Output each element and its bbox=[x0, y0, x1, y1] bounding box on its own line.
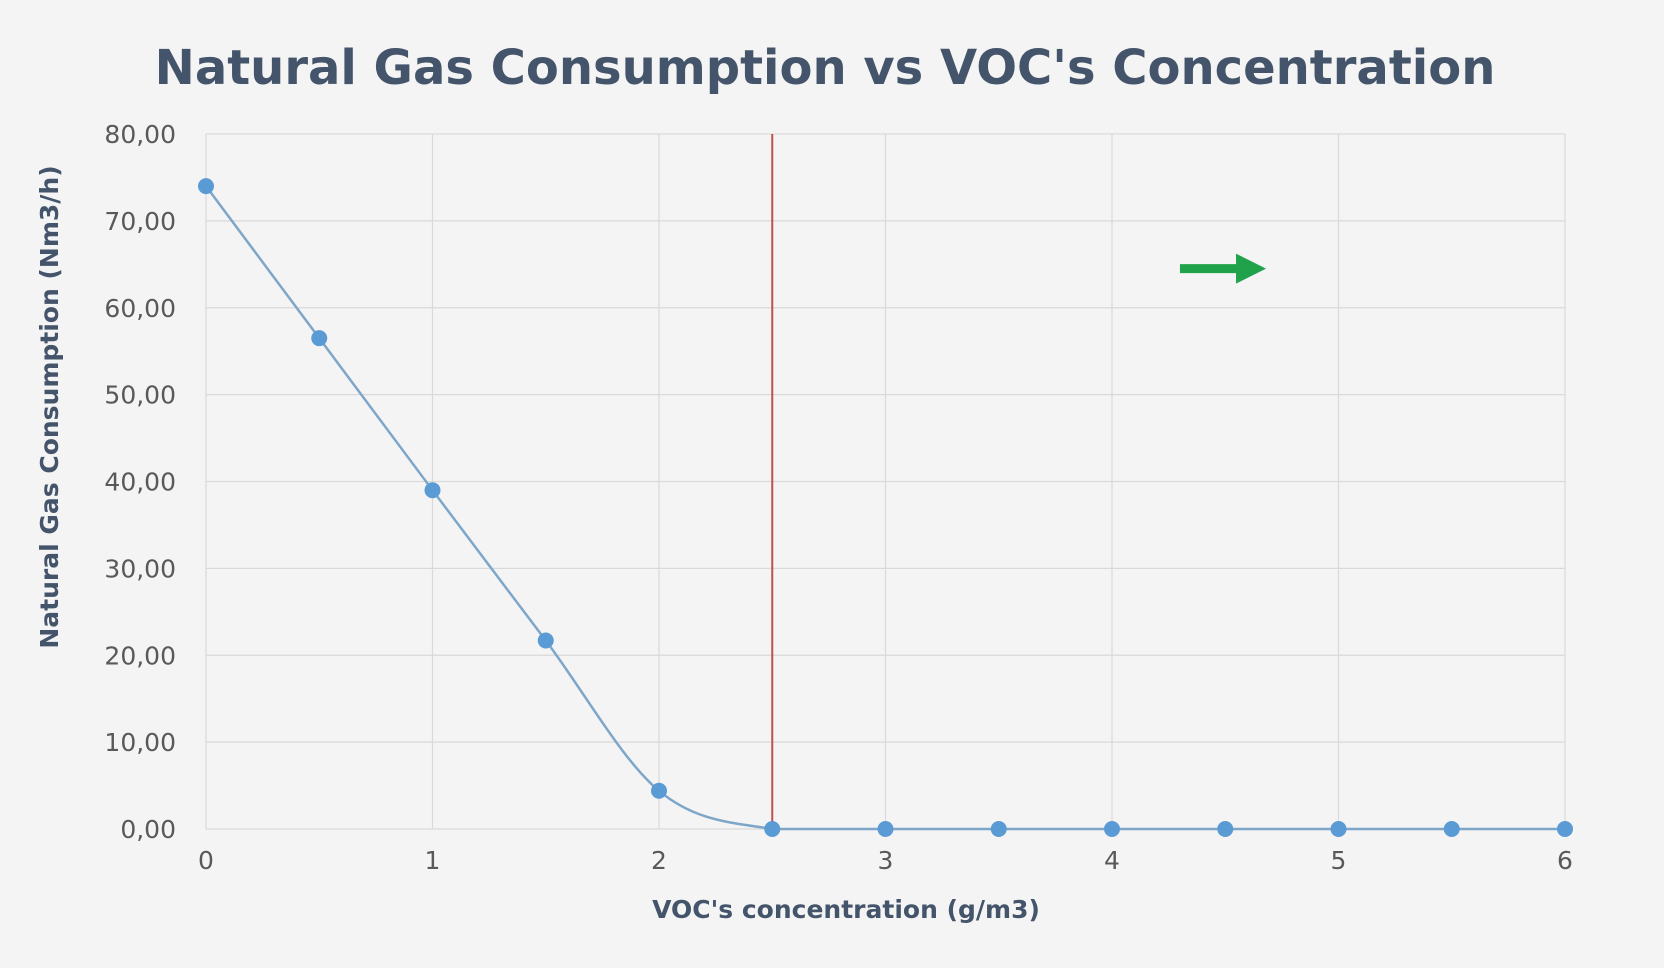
data-series bbox=[198, 178, 1573, 837]
data-point bbox=[424, 482, 441, 499]
y-tick-label: 40,00 bbox=[104, 468, 176, 497]
arrow-right-icon bbox=[1236, 253, 1267, 284]
x-tick-label: 4 bbox=[1104, 846, 1120, 875]
y-axis-title: Natural Gas Consumption (Nm3/h) bbox=[35, 165, 64, 648]
y-tick-label: 10,00 bbox=[104, 728, 176, 757]
x-axis-title: VOC's concentration (g/m3) bbox=[652, 895, 1040, 924]
tick-labels: 0,00 10,00 20,00 30,00 40,00 50,00 60,00 70,00 8… bbox=[104, 120, 1573, 875]
x-tick-label: 6 bbox=[1557, 846, 1573, 875]
data-point bbox=[311, 330, 328, 347]
data-point bbox=[1330, 821, 1347, 837]
chart-title: Natural Gas Consumption vs VOC's Concent… bbox=[155, 40, 1496, 96]
y-tick-label: 80,00 bbox=[104, 120, 176, 149]
grid-lines bbox=[205, 133, 1566, 830]
x-tick-label: 3 bbox=[878, 846, 894, 875]
x-tick-label: 2 bbox=[651, 846, 667, 875]
data-point bbox=[877, 821, 894, 837]
y-tick-label: 0,00 bbox=[120, 815, 176, 844]
data-point bbox=[1217, 821, 1234, 837]
annotations bbox=[771, 134, 1267, 829]
x-tick-label: 1 bbox=[425, 846, 441, 875]
y-tick-label: 50,00 bbox=[104, 381, 176, 410]
data-point bbox=[198, 178, 214, 195]
data-point bbox=[990, 821, 1007, 837]
y-tick-label: 20,00 bbox=[104, 641, 176, 670]
data-point bbox=[764, 821, 781, 837]
series-line bbox=[204, 185, 1565, 831]
x-tick-label: 0 bbox=[198, 846, 214, 875]
data-point bbox=[651, 782, 667, 799]
x-tick-label: 5 bbox=[1331, 846, 1347, 875]
y-tick-label: 30,00 bbox=[104, 554, 176, 583]
data-point bbox=[1104, 821, 1120, 837]
data-point bbox=[537, 632, 554, 649]
data-point bbox=[1443, 821, 1460, 837]
y-tick-label: 70,00 bbox=[104, 207, 176, 236]
y-tick-label: 60,00 bbox=[104, 294, 176, 323]
data-point bbox=[1557, 821, 1573, 837]
